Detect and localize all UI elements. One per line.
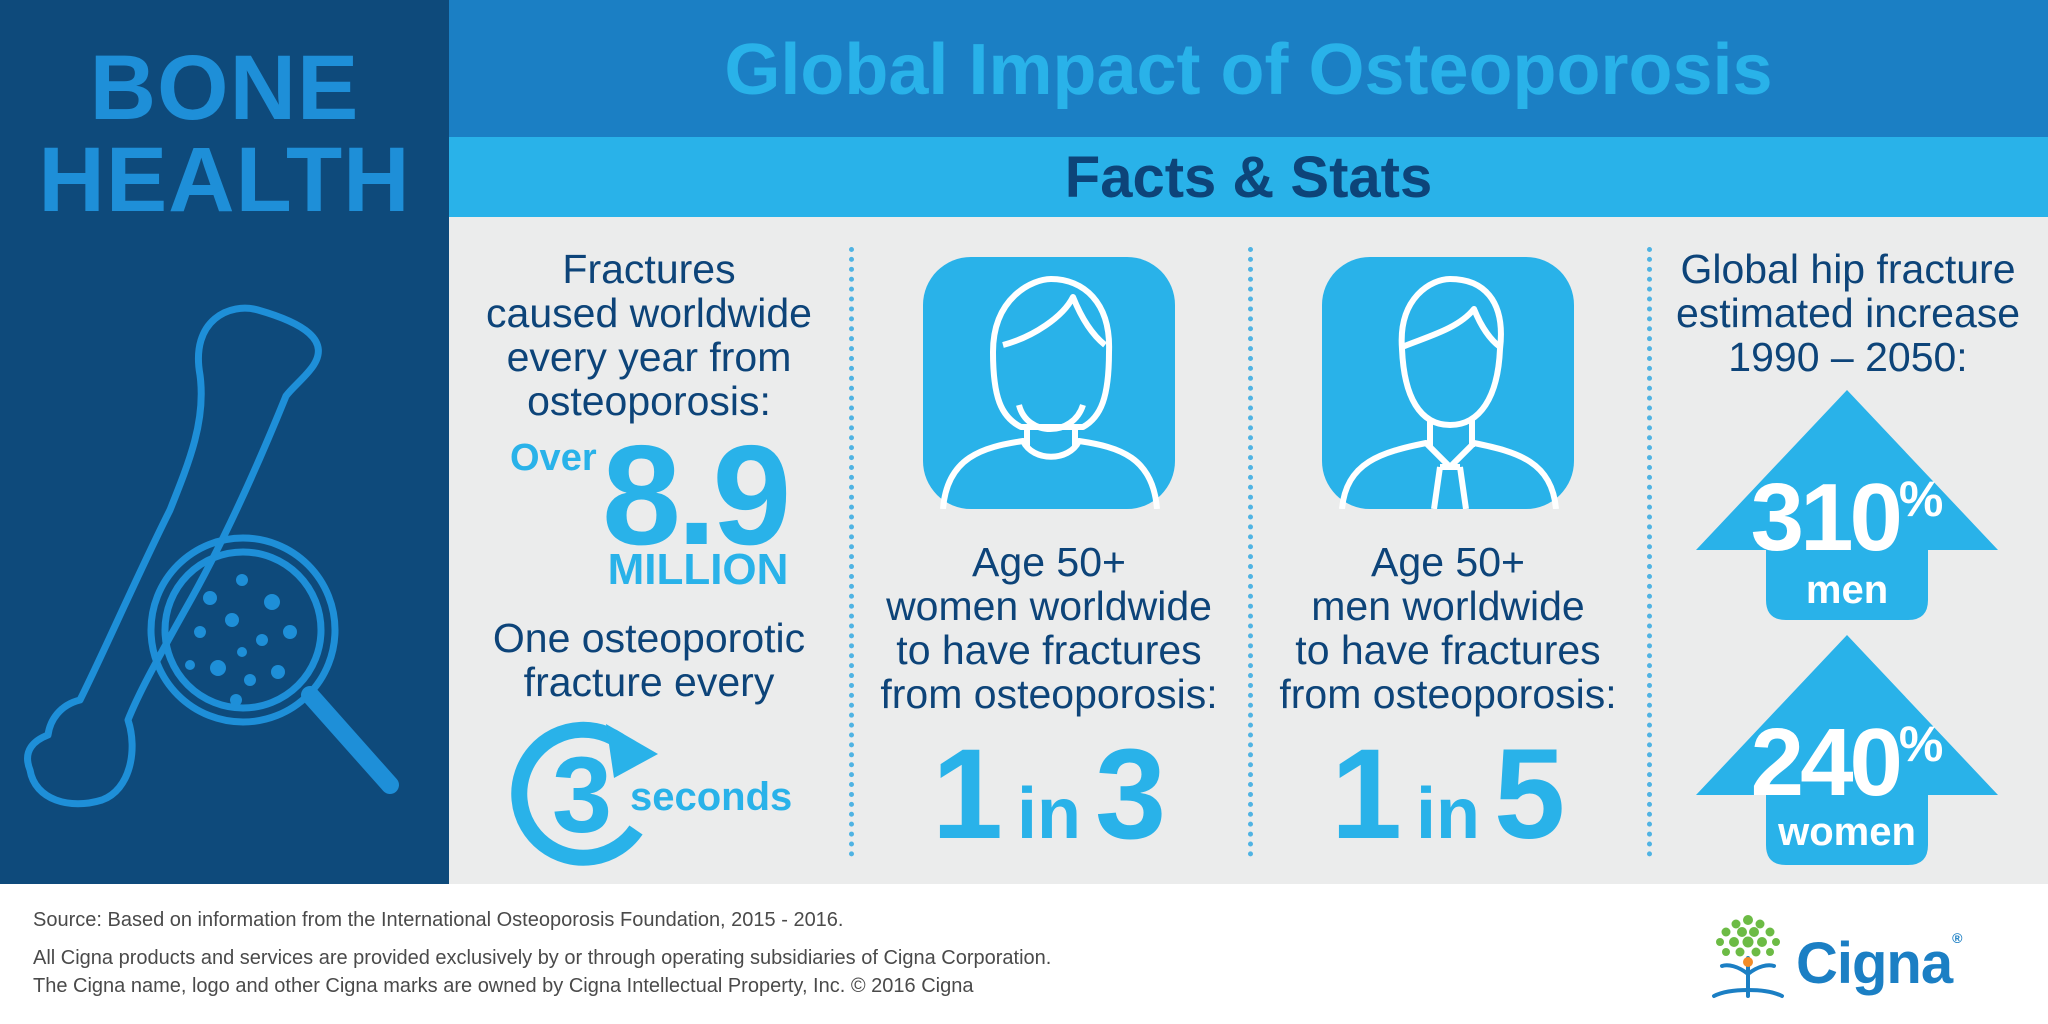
fractures-line: Fractures (562, 246, 736, 292)
hip-description: Global hip fracture estimated increase 1… (1648, 247, 2048, 379)
fractures-description: Fractures caused worldwide every year fr… (449, 247, 849, 423)
men-line: to have fractures (1295, 627, 1601, 673)
arrow-up-icon (1696, 390, 1998, 620)
men-ratio-in: in (1416, 774, 1480, 854)
women-ratio: 1 in 3 (849, 730, 1249, 879)
hip-line: 1990 – 2050: (1728, 334, 1968, 380)
sidebar: BONE HEALTH (0, 0, 449, 884)
hip-men-percent: % (1898, 471, 1944, 527)
arrow-up-icon (1696, 635, 1998, 865)
men-line: men worldwide (1311, 583, 1585, 629)
men-ratio-a: 1 (1330, 723, 1402, 866)
cigna-tree-icon (1712, 915, 1784, 998)
women-description: Age 50+ women worldwide to have fracture… (849, 540, 1249, 716)
women-line: Age 50+ (972, 539, 1126, 585)
sidebar-title-line1: BONE (89, 37, 360, 139)
frequency-description: One osteoporotic fracture every (449, 616, 849, 704)
bone-magnifier-icon (24, 304, 399, 808)
fractures-line: osteoporosis: (527, 378, 771, 424)
frequency-unit: seconds (630, 775, 793, 819)
column-divider (849, 247, 854, 857)
women-ratio-in: in (1017, 774, 1081, 854)
header-band: Global Impact of Osteoporosis (449, 0, 2048, 137)
men-line: Age 50+ (1371, 539, 1525, 585)
men-line: from osteoporosis: (1279, 671, 1617, 717)
column-divider (1647, 247, 1652, 857)
subheader-band: Facts & Stats (449, 137, 2048, 217)
footer-legal-line: All Cigna products and services are prov… (33, 947, 1052, 969)
page-subtitle: Facts & Stats (1064, 145, 1433, 210)
women-ratio-a: 1 (931, 723, 1003, 866)
cigna-logo: Cigna® (1700, 912, 1962, 1002)
hip-line: Global hip fracture (1680, 246, 2016, 292)
fractures-number: 8.9 (602, 416, 791, 575)
fractures-prefix: Over (510, 437, 597, 479)
hip-women-number: 240 (1750, 709, 1903, 816)
hip-women-percent: % (1898, 716, 1944, 772)
footer-legal-line: The Cigna name, logo and other Cigna mar… (33, 975, 974, 997)
hip-line: estimated increase (1675, 290, 2021, 336)
hip-men-label: men (1805, 568, 1889, 612)
frequency-number: 3 (552, 734, 613, 855)
registered-mark: ® (1952, 930, 1962, 946)
hip-men-value: 310% (1696, 470, 1998, 566)
sidebar-title-line2: HEALTH (38, 129, 411, 231)
circular-arrow-icon (511, 721, 658, 866)
woman-avatar-icon (923, 257, 1175, 510)
hip-women-value: 240% (1696, 715, 1998, 811)
fractures-line: caused worldwide (486, 290, 812, 336)
fractures-unit: MILLION (607, 545, 789, 594)
women-ratio-b: 3 (1094, 723, 1167, 866)
footer-legal: All Cigna products and services are prov… (33, 944, 1051, 1000)
hip-women-label: women (1778, 810, 1916, 854)
frequency-line: fracture every (523, 659, 775, 705)
man-avatar-icon (1322, 257, 1574, 510)
hip-men-number: 310 (1750, 464, 1903, 571)
page-title: Global Impact of Osteoporosis (724, 30, 1773, 110)
column-divider (1248, 247, 1253, 857)
frequency-line: One osteoporotic (492, 615, 806, 661)
footer-source: Source: Based on information from the In… (33, 909, 844, 931)
cigna-wordmark: Cigna® (1796, 930, 1962, 997)
sidebar-title: BONE HEALTH (0, 42, 449, 226)
men-ratio: 1 in 5 (1248, 730, 1648, 879)
men-ratio-b: 5 (1493, 723, 1566, 866)
cigna-wordmark-text: Cigna (1796, 931, 1953, 996)
men-description: Age 50+ men worldwide to have fractures … (1248, 540, 1648, 716)
women-line: women worldwide (886, 583, 1212, 629)
women-line: to have fractures (896, 627, 1202, 673)
fractures-line: every year from (506, 334, 792, 380)
women-line: from osteoporosis: (880, 671, 1218, 717)
